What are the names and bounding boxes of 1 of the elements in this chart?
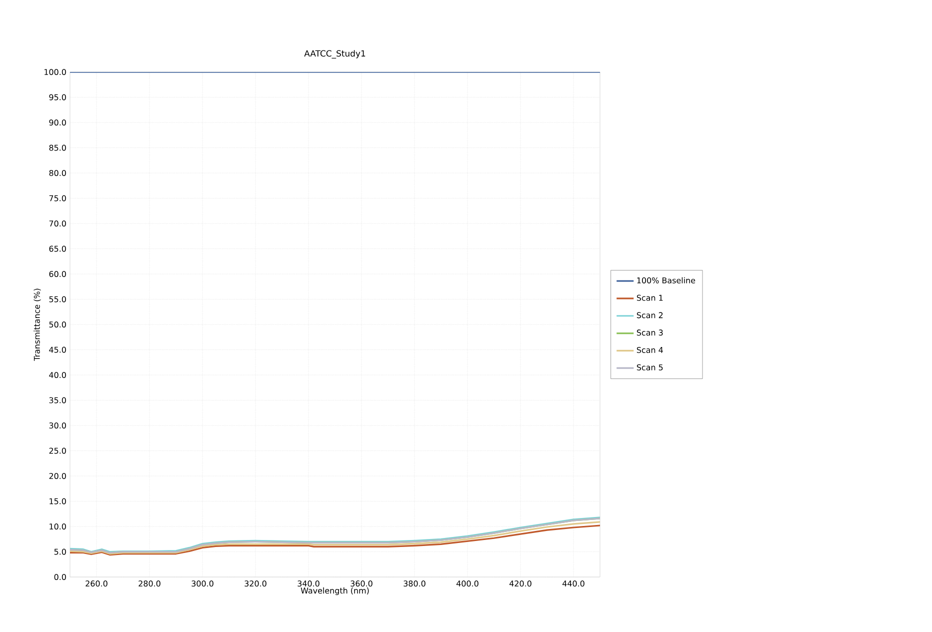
- chart-title: AATCC_Study1: [304, 50, 366, 58]
